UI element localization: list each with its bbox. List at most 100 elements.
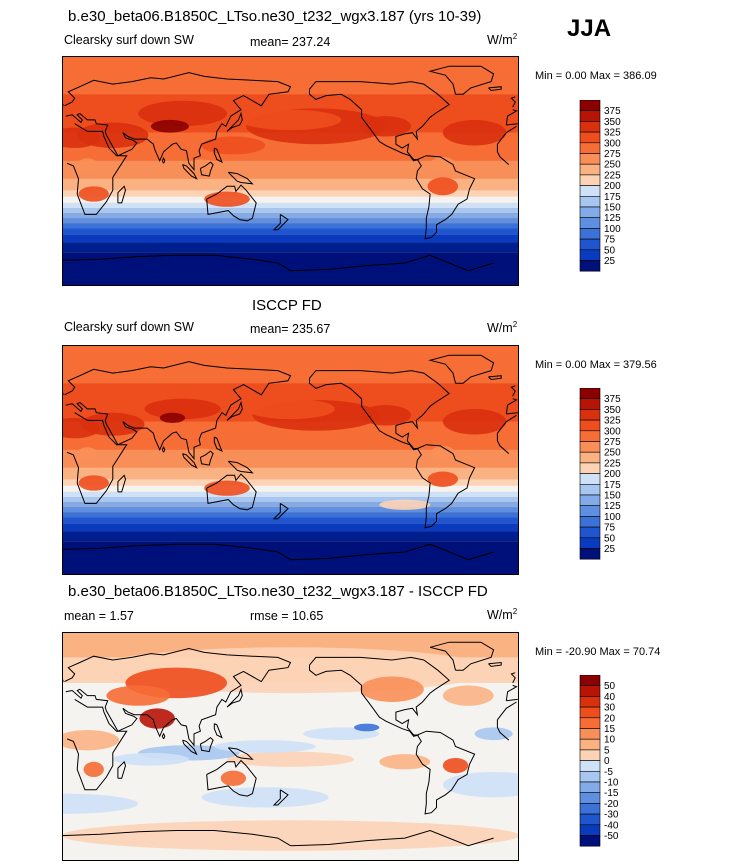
panel3-title: b.e30_beta06.B1850C_LTso.ne30_t232_wgx3.… — [68, 583, 488, 600]
coastline-eurasia — [64, 72, 518, 172]
contour-band — [62, 208, 519, 214]
contour-band — [62, 485, 519, 492]
colorbar-tick-label: 225 — [604, 170, 621, 181]
contour-region — [144, 398, 221, 420]
colorbar-tick-label: 50 — [604, 681, 616, 692]
contour-band — [62, 234, 519, 243]
colorbar-swatch — [579, 228, 601, 240]
contour-band — [62, 252, 519, 286]
contour-band — [62, 223, 519, 229]
contour-region — [442, 757, 469, 774]
colorbar-swatch — [579, 706, 601, 719]
panel1-left-label: Clearsky surf down SW — [64, 33, 194, 47]
colorbar-tick-label: 75 — [604, 523, 616, 534]
colorbar-tick-label: 125 — [604, 213, 621, 224]
coastline-iceland — [488, 86, 502, 92]
colorbar-swatch — [579, 548, 601, 560]
colorbar-tick-label: 175 — [604, 480, 621, 491]
panel1-title: b.e30_beta06.B1850C_LTso.ne30_t232_wgx3.… — [68, 8, 482, 25]
panel2-title: ISCCP FD — [252, 297, 322, 314]
colorbar-tick-label: 200 — [604, 181, 621, 192]
contour-region — [62, 793, 139, 814]
contour-region — [353, 723, 380, 732]
coastline-africa — [66, 412, 517, 504]
colorbar-tick-label: 50 — [604, 245, 616, 256]
colorbar-swatch — [579, 675, 601, 686]
colorbar-tick-label: -15 — [604, 788, 619, 799]
colorbar-tick-label: -50 — [604, 831, 619, 842]
colorbar-swatch — [579, 409, 601, 421]
contour-region — [138, 100, 228, 127]
panel1-minmax: Min = 0.00 Max = 386.09 — [535, 70, 657, 82]
colorbar-swatch — [579, 419, 601, 432]
map-frame — [62, 56, 519, 286]
colorbar-swatch — [579, 760, 601, 772]
colorbar-tick-label: 375 — [604, 394, 621, 405]
colorbar-swatch — [579, 835, 601, 847]
contour-region — [442, 685, 494, 706]
contour-region — [427, 471, 459, 487]
colorbar-tick-label: 325 — [604, 128, 621, 139]
colorbar-swatch — [579, 728, 601, 740]
coastline-madagascar — [117, 760, 127, 779]
colorbar-tick-label: 300 — [604, 138, 621, 149]
coastline-borneo — [199, 736, 214, 753]
colorbar-swatch — [579, 451, 601, 464]
colorbar-swatch — [579, 153, 601, 165]
contour-region — [474, 727, 513, 741]
contour-region — [239, 109, 342, 131]
coastline-sumatra — [182, 739, 198, 756]
contour-band — [62, 512, 519, 518]
contour-band — [62, 497, 519, 503]
colorbar-tick-label: 325 — [604, 416, 621, 427]
coastline-namerica — [309, 81, 451, 162]
coastline-newguinea — [227, 171, 254, 185]
contour-band — [62, 56, 519, 95]
contour-region — [427, 177, 459, 196]
colorbar-swatch — [579, 526, 601, 539]
colorbar-tick-label: -40 — [604, 820, 619, 831]
colorbar-swatch — [579, 398, 601, 410]
colorbar-tick-label: 350 — [604, 117, 621, 128]
colorbar-tick-label: 225 — [604, 458, 621, 469]
coastline-greenland — [428, 354, 495, 384]
contour-region — [214, 740, 316, 753]
colorbar-swatch — [579, 717, 601, 729]
panel3-center-label: rmse = 10.65 — [250, 609, 324, 623]
colorbar-tick-label: -20 — [604, 799, 619, 810]
panel2-center-label: mean= 235.67 — [250, 322, 331, 336]
panel3-minmax: Min = -20.90 Max = 70.74 — [535, 646, 661, 658]
colorbar-tick-label: 40 — [604, 692, 616, 703]
coastline-borneo — [199, 450, 214, 466]
colorbar-swatch — [579, 824, 601, 836]
coastline-madagascar — [117, 474, 127, 493]
contour-region — [204, 191, 250, 207]
coastline-iceland — [488, 375, 502, 381]
contour-region — [112, 752, 189, 766]
colorbar-swatch — [579, 484, 601, 496]
contour-region — [78, 186, 109, 202]
coastline-borneo — [199, 161, 214, 177]
contour-band — [62, 531, 519, 542]
colorbar-tick-label: 25 — [604, 256, 616, 267]
coastline-australia — [206, 184, 257, 222]
contour-band — [62, 160, 519, 179]
colorbar-swatch — [579, 238, 601, 251]
panel2-minmax: Min = 0.00 Max = 379.56 — [535, 359, 657, 371]
contour-region — [62, 729, 120, 751]
contour-band — [62, 218, 519, 224]
coastline-samerica — [415, 730, 476, 815]
contour-band — [62, 523, 519, 532]
colorbar-swatch — [579, 196, 601, 208]
coastline-samerica — [415, 444, 476, 529]
coastline-philippines — [213, 723, 223, 739]
contour-region — [379, 754, 431, 770]
panel3-left-label: mean = 1.57 — [64, 609, 134, 623]
panel1-center-label: mean= 237.24 — [250, 35, 331, 49]
contour-region — [204, 480, 250, 496]
map-panel-difference — [62, 632, 519, 861]
colorbar-tick-label: 20 — [604, 713, 616, 724]
contour-region — [201, 787, 329, 808]
colorbar-tick-label: 15 — [604, 724, 616, 735]
contour-region — [360, 405, 412, 426]
